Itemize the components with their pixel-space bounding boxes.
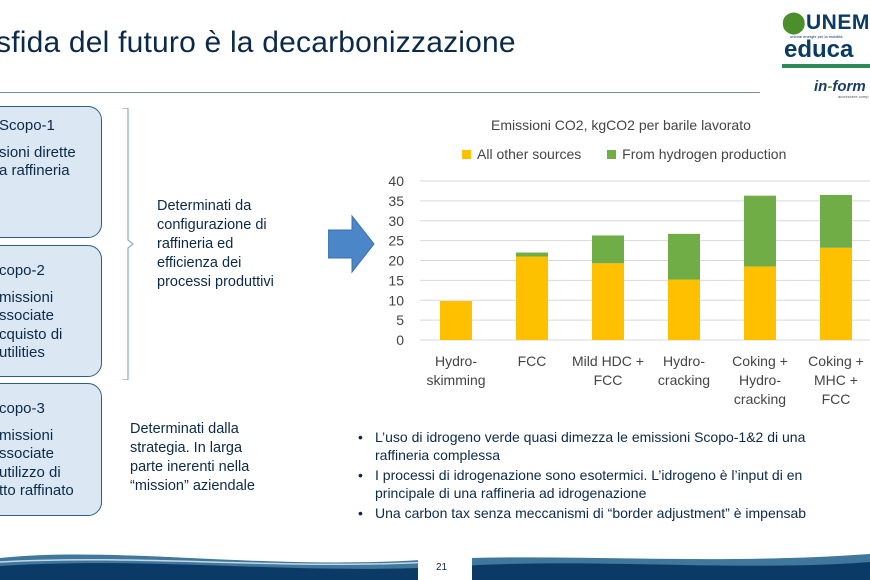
page-number: 21 xyxy=(436,562,448,573)
x-tick-label: Mild HDC + xyxy=(572,353,644,369)
y-tick-label: 5 xyxy=(396,312,404,328)
note-line: raffineria ed xyxy=(157,236,234,252)
logo-strip xyxy=(782,64,870,68)
educa-logo-text: educa xyxy=(784,36,854,63)
unem-logo-tagline: unione energie per la mobilità xyxy=(790,34,843,39)
legend-swatch xyxy=(462,150,471,159)
bar-segment-hydrogen xyxy=(744,195,776,267)
inform-logo: in-form xyxy=(814,78,866,95)
scope-line: missioni xyxy=(0,426,54,444)
bar-segment-hydrogen xyxy=(820,194,852,248)
note-line: parte inerenti nella xyxy=(130,459,250,475)
scope-3-box: copo-3 missioni ssociate utilizzo di tto… xyxy=(0,383,102,516)
y-tick-label: 20 xyxy=(388,253,404,269)
scope-line: tto raffinato xyxy=(0,482,74,499)
legend-item-hydrogen: From hydrogen production xyxy=(607,146,786,162)
x-tick-label: Hydro- xyxy=(435,353,477,369)
x-tick-label: cracking xyxy=(658,372,710,388)
y-tick-label: 40 xyxy=(388,173,404,189)
scope-line: sioni dirette xyxy=(0,143,76,161)
bar-segment-other-sources xyxy=(668,279,700,340)
bar-segment-other-sources xyxy=(440,301,472,340)
x-tick-label: skimming xyxy=(426,372,485,388)
slide-title: sfida del futuro è la decarbonizzazione xyxy=(0,26,516,59)
bullet-line: I processi di idrogenazione sono esoterm… xyxy=(375,467,803,483)
x-tick-label: FCC xyxy=(594,372,623,388)
scope-1-2-note: Determinati da configurazione di raffine… xyxy=(157,197,274,292)
bullet-line: Una carbon tax senza meccanismi di “bord… xyxy=(375,505,807,521)
note-line: “mission” aziendale xyxy=(130,478,255,494)
x-tick-label: MHC + xyxy=(814,372,858,388)
bar-segment-other-sources xyxy=(516,256,548,340)
scope-line: cquisto di xyxy=(0,325,63,343)
scope-line: ssociate xyxy=(0,307,55,324)
scope-1-box: Scopo-1 sioni dirette a raffineria xyxy=(0,106,102,238)
y-tick-label: 10 xyxy=(388,292,404,308)
bar-segment-hydrogen xyxy=(516,252,548,257)
bullet-list: L’uso di idrogeno verde quasi dimezza le… xyxy=(358,428,870,524)
note-line: Determinati dalla xyxy=(130,421,239,437)
scope-line: ssociate xyxy=(0,445,55,462)
scope-line: utilities xyxy=(0,344,45,361)
chart-title: Emissioni CO2, kgCO2 per barile lavorato xyxy=(491,117,751,133)
bullet-line: principale di una raffineria ad idrogena… xyxy=(375,485,647,501)
scope-brace xyxy=(122,108,134,380)
scope-heading: Scopo-1 xyxy=(0,117,55,134)
x-tick-label: Coking + xyxy=(732,353,788,369)
x-tick-label: Hydro- xyxy=(663,353,705,369)
scope-line: utilizzo di xyxy=(0,463,61,481)
inform-logo-tagline: accrescere comp xyxy=(838,94,869,99)
legend-swatch xyxy=(607,150,617,159)
legend-label: All other sources xyxy=(477,146,582,162)
scope-heading: copo-3 xyxy=(0,400,45,417)
legend-label: From hydrogen production xyxy=(622,146,787,162)
bar-segment-hydrogen xyxy=(668,233,700,280)
note-line: configurazione di xyxy=(157,217,267,233)
note-line: efficienza dei xyxy=(157,255,242,271)
note-line: processi produttivi xyxy=(157,274,274,290)
unem-educa-logo: ⬤UNEM unione energie per la mobilità edu… xyxy=(782,6,870,68)
bar-segment-other-sources xyxy=(744,266,776,340)
scope-2-box: copo-2 missioni ssociate cquisto di util… xyxy=(0,245,102,377)
note-line: Determinati da xyxy=(157,198,252,214)
scope-line: a raffineria xyxy=(0,162,70,179)
scope-3-note: Determinati dalla strategia. In larga pa… xyxy=(130,420,255,496)
unem-logo-text: ⬤UNEM xyxy=(782,11,870,34)
footer-wave xyxy=(0,554,870,580)
scope-line: missioni xyxy=(0,288,54,306)
scope-heading: copo-2 xyxy=(0,262,45,279)
bullet-item: L’uso di idrogeno verde quasi dimezza le… xyxy=(358,428,870,464)
bar-segment-hydrogen xyxy=(592,235,624,264)
title-divider xyxy=(0,92,760,93)
emissions-bar-chart: 0 5 10 15 20 25 30 35 40 Hydro-skimming FCC Mild HD… xyxy=(388,173,870,407)
bullet-item: I processi di idrogenazione sono esoterm… xyxy=(358,466,870,502)
bar-segment-other-sources xyxy=(592,263,624,340)
note-line: strategia. In larga xyxy=(130,440,243,456)
y-tick-label: 25 xyxy=(388,233,404,249)
right-arrow-icon xyxy=(328,214,375,274)
y-tick-label: 0 xyxy=(396,332,404,348)
bullet-item: Una carbon tax senza meccanismi di “bord… xyxy=(358,504,870,522)
x-tick-label: FCC xyxy=(822,391,851,407)
x-tick-label: Hydro- xyxy=(739,372,781,388)
x-tick-label: FCC xyxy=(518,353,547,369)
legend-item-other: All other sources xyxy=(462,146,581,162)
y-tick-label: 15 xyxy=(388,272,404,288)
bullet-line: L’uso di idrogeno verde quasi dimezza le… xyxy=(375,429,806,445)
chart-legend: All other sources From hydrogen producti… xyxy=(462,146,808,162)
y-tick-label: 35 xyxy=(388,193,404,209)
x-tick-label: cracking xyxy=(734,391,786,407)
bar-segment-other-sources xyxy=(820,247,852,340)
bullet-line: raffineria complessa xyxy=(375,447,501,463)
x-tick-label: Coking + xyxy=(808,353,864,369)
y-tick-label: 30 xyxy=(388,213,404,229)
